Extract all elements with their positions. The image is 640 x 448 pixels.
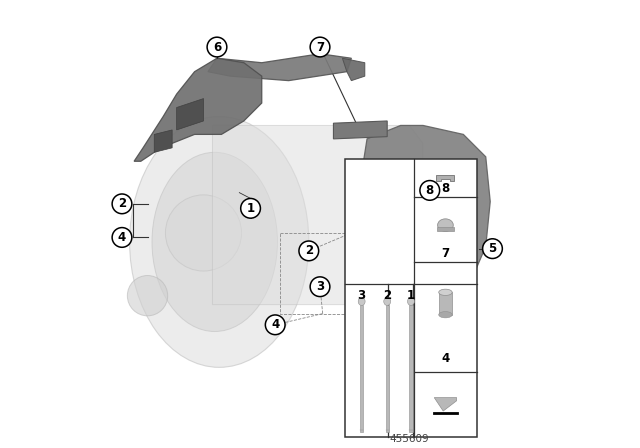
- Text: 4: 4: [118, 231, 126, 244]
- Text: 8: 8: [426, 184, 434, 197]
- Ellipse shape: [408, 297, 414, 306]
- Ellipse shape: [438, 312, 452, 318]
- Text: 7: 7: [442, 246, 449, 260]
- Polygon shape: [212, 125, 423, 305]
- Circle shape: [112, 228, 132, 247]
- Bar: [360, 305, 364, 432]
- Ellipse shape: [358, 297, 365, 306]
- Text: 4: 4: [271, 318, 279, 332]
- Polygon shape: [403, 168, 423, 184]
- Polygon shape: [435, 398, 457, 411]
- Text: 6: 6: [213, 40, 221, 54]
- Polygon shape: [134, 58, 262, 161]
- Text: 3: 3: [316, 280, 324, 293]
- Ellipse shape: [438, 289, 452, 296]
- Ellipse shape: [152, 152, 278, 332]
- Ellipse shape: [384, 297, 390, 306]
- Bar: [344, 159, 477, 437]
- Text: 8: 8: [442, 181, 449, 195]
- Text: 2: 2: [383, 289, 391, 302]
- Text: 3: 3: [358, 289, 365, 302]
- Circle shape: [310, 37, 330, 57]
- Ellipse shape: [438, 219, 453, 231]
- Bar: [386, 305, 388, 432]
- Circle shape: [420, 181, 440, 200]
- Circle shape: [266, 315, 285, 335]
- Polygon shape: [208, 54, 351, 81]
- Text: 2: 2: [305, 244, 313, 258]
- Polygon shape: [436, 175, 454, 181]
- Circle shape: [207, 37, 227, 57]
- Bar: [410, 305, 413, 432]
- Circle shape: [483, 239, 502, 258]
- Polygon shape: [353, 125, 490, 316]
- Circle shape: [127, 276, 168, 316]
- Circle shape: [299, 241, 319, 261]
- Circle shape: [112, 194, 132, 214]
- Polygon shape: [177, 99, 204, 130]
- Text: 1: 1: [407, 289, 415, 302]
- Ellipse shape: [129, 116, 309, 367]
- Circle shape: [165, 195, 242, 271]
- Bar: [439, 293, 452, 314]
- Polygon shape: [154, 130, 172, 152]
- Text: 4: 4: [442, 352, 449, 365]
- Text: 5: 5: [488, 242, 497, 255]
- Text: 455609: 455609: [390, 435, 429, 444]
- Circle shape: [310, 277, 330, 297]
- Text: 2: 2: [118, 197, 126, 211]
- Ellipse shape: [424, 211, 462, 260]
- Circle shape: [241, 198, 260, 218]
- Text: 1: 1: [246, 202, 255, 215]
- Text: 7: 7: [316, 40, 324, 54]
- Bar: [437, 227, 454, 231]
- Polygon shape: [333, 121, 387, 139]
- Polygon shape: [342, 58, 365, 81]
